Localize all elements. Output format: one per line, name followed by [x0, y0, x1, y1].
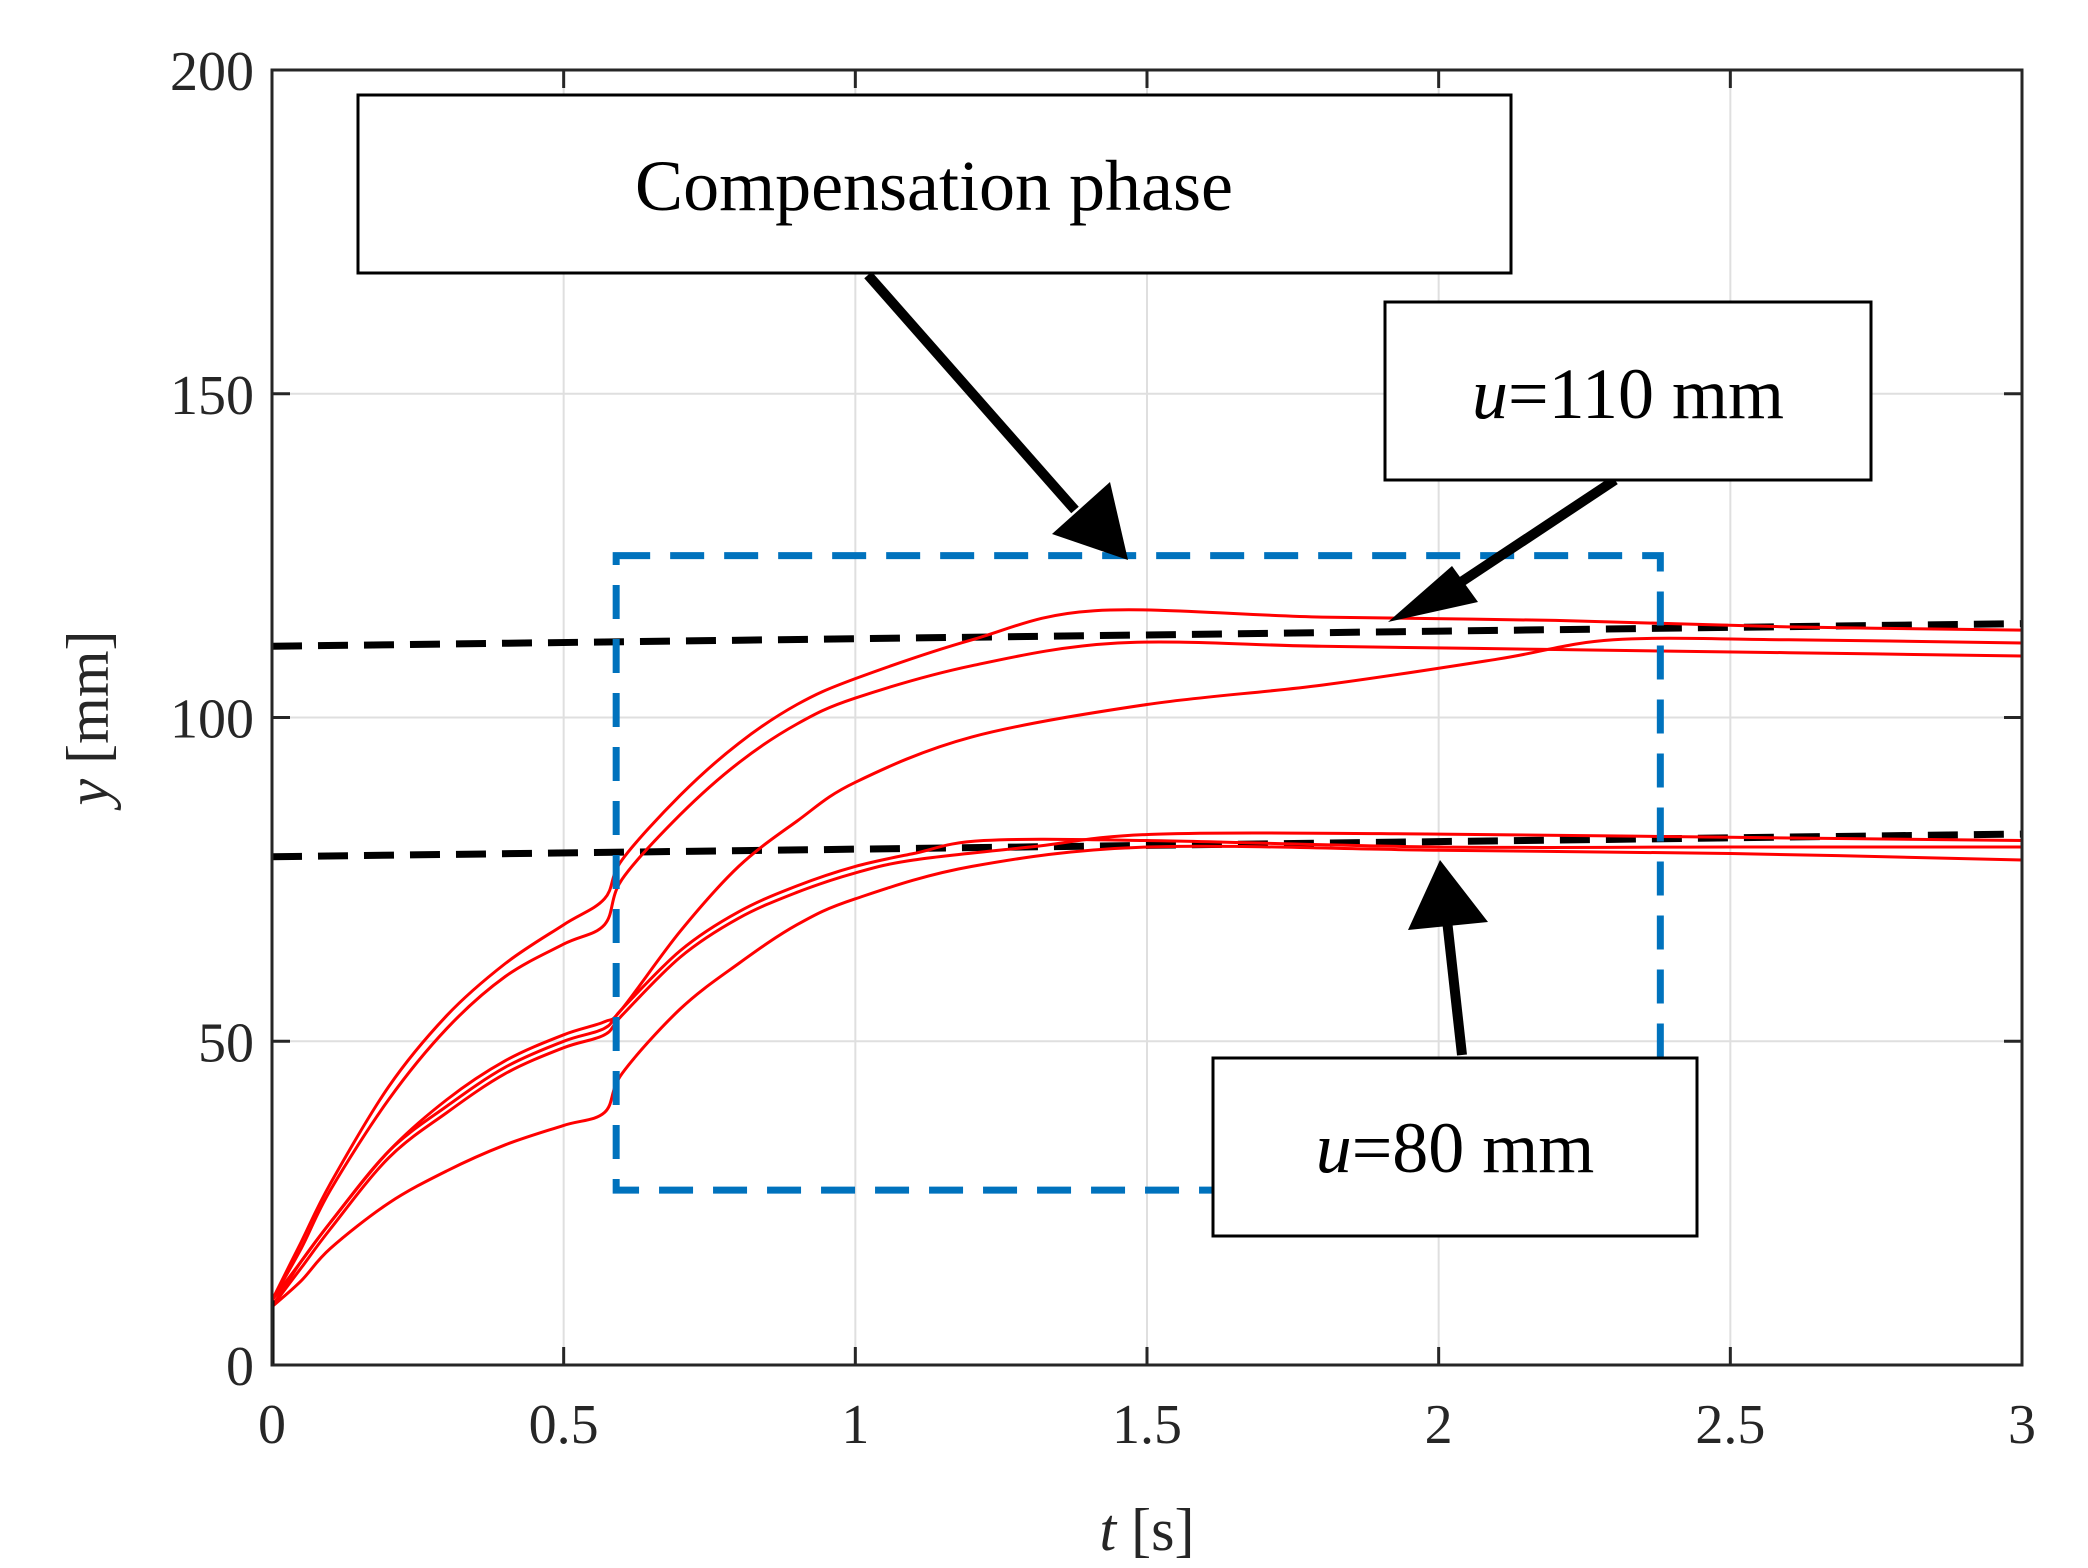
response-curve [272, 640, 2022, 1302]
x-tick-label: 0.5 [529, 1394, 599, 1456]
reference-line [272, 620, 2022, 650]
response-curve [272, 831, 2022, 1308]
u80-arrow-shaft [1442, 919, 1467, 1056]
u110-label-box [1383, 300, 1873, 482]
response-curve [272, 844, 2022, 1308]
compensation-label-text: Compensation phase [635, 146, 1233, 226]
y-tick-label: 50 [198, 1012, 254, 1074]
response-curve [272, 608, 2022, 1301]
y-axis-label: y [mm] [55, 631, 121, 812]
compensation-region-box [612, 552, 1664, 1194]
y-tick-label: 200 [170, 41, 254, 103]
annotation-u80: u=80 mm [1211, 860, 1699, 1238]
x-tick-label: 3 [2008, 1394, 2036, 1456]
x-axis-label: t [s] [1100, 1497, 1195, 1563]
y-tick-label: 100 [170, 689, 254, 751]
annotation-compensation-phase: Compensation phase [356, 93, 1513, 560]
response-curves [272, 608, 2022, 1365]
u80-arrow-head [1408, 860, 1488, 930]
u110-arrow-shaft [1437, 475, 1618, 601]
axis-ticks: 0 0.5 1 1.5 2 2.5 3 0 50 100 150 200 [170, 41, 2036, 1456]
x-tick-label: 1.5 [1112, 1394, 1182, 1456]
u110-arrow-head [1388, 566, 1478, 622]
u80-label-box [1211, 1056, 1699, 1238]
grid [272, 70, 2022, 1365]
reference-line [272, 830, 2022, 861]
u110-label-text: u=110 mm [1472, 354, 1784, 434]
x-tick-label: 1 [841, 1394, 869, 1456]
y-tick-label: 0 [226, 1336, 254, 1398]
annotation-u110: u=110 mm [1383, 300, 1873, 622]
compensation-label-box [356, 93, 1513, 275]
x-tick-label: 2 [1425, 1394, 1453, 1456]
u80-label-text: u=80 mm [1316, 1108, 1595, 1188]
y-tick-label: 150 [170, 365, 254, 427]
response-curve [272, 837, 2022, 1308]
reference-lines [272, 620, 2022, 861]
response-curve [272, 636, 2022, 1302]
compensation-arrow-shaft [864, 271, 1079, 514]
compensation-region [612, 552, 1664, 1194]
compensation-arrow-head [1052, 482, 1128, 560]
x-tick-label: 2.5 [1695, 1394, 1765, 1456]
x-tick-label: 0 [258, 1394, 286, 1456]
